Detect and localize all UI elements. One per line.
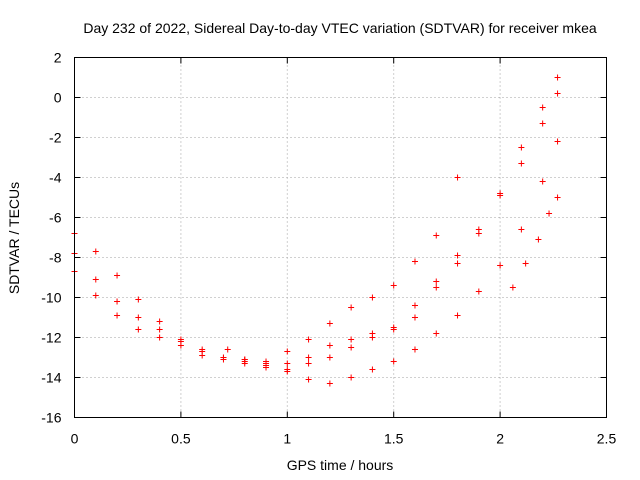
data-point [518, 226, 525, 233]
data-point [454, 312, 461, 319]
data-point [554, 194, 561, 201]
data-point [390, 324, 397, 331]
data-point [433, 330, 440, 337]
plot-frame [74, 57, 607, 418]
data-point [411, 302, 418, 309]
data-point [114, 312, 121, 319]
series-5 [509, 194, 561, 291]
data-point [390, 358, 397, 365]
data-point [554, 90, 561, 97]
data-point [497, 262, 504, 269]
data-point [518, 160, 525, 167]
data-point [305, 360, 312, 367]
data-point [497, 192, 504, 199]
data-point [305, 336, 312, 343]
data-point [305, 376, 312, 383]
data-point [390, 282, 397, 289]
data-point [348, 336, 355, 343]
data-point [522, 260, 529, 267]
data-point [284, 360, 291, 367]
data-point [156, 326, 163, 333]
data-point [220, 356, 227, 363]
data-point [411, 314, 418, 321]
data-point [199, 346, 206, 353]
x-tick-label: 2.5 [597, 431, 617, 447]
data-point [369, 294, 376, 301]
data-point [114, 272, 121, 279]
data-point [92, 248, 99, 255]
data-point [546, 210, 553, 217]
data-point [135, 296, 142, 303]
data-point [411, 346, 418, 353]
y-tick-label: -6 [49, 210, 62, 226]
data-point [156, 318, 163, 325]
x-tick-label: 0.5 [171, 431, 191, 447]
data-point [539, 178, 546, 185]
series-2 [71, 74, 561, 373]
data-point [539, 120, 546, 127]
data-point [92, 292, 99, 299]
y-tick-label: -8 [49, 250, 62, 266]
data-point [411, 258, 418, 265]
x-tick-label: 1.5 [384, 431, 404, 447]
data-point [348, 374, 355, 381]
y-axis-label: SDTVAR / TECUs [6, 182, 22, 294]
y-tick-label: -2 [49, 130, 62, 146]
data-point [554, 74, 561, 81]
y-tick-label: 0 [54, 90, 62, 106]
data-point [326, 354, 333, 361]
x-tick-label: 1 [283, 431, 291, 447]
y-tick-label: 2 [54, 50, 62, 66]
data-point [348, 344, 355, 351]
data-point [284, 368, 291, 375]
y-tick-label: -4 [49, 170, 62, 186]
grid-lines [74, 57, 607, 418]
data-point [263, 362, 270, 369]
data-point [241, 356, 248, 363]
y-tick-label: -12 [41, 330, 61, 346]
data-point [156, 334, 163, 341]
data-point [509, 284, 516, 291]
data-point [224, 346, 231, 353]
data-point [433, 232, 440, 239]
series-3 [71, 90, 561, 367]
data-point [475, 230, 482, 237]
y-tick-label: -14 [41, 370, 61, 386]
data-point [539, 104, 546, 111]
y-tick-label: -16 [41, 410, 61, 426]
data-point [326, 342, 333, 349]
data-point [475, 288, 482, 295]
data-point [284, 348, 291, 355]
data-point [92, 276, 99, 283]
y-tick-label: -10 [41, 290, 61, 306]
x-tick-label: 0 [71, 431, 79, 447]
x-tick-label: 2 [496, 431, 504, 447]
data-point [135, 326, 142, 333]
data-point [348, 304, 355, 311]
data-point [369, 366, 376, 373]
data-point [177, 342, 184, 349]
x-axis-label: GPS time / hours [287, 457, 394, 473]
data-point [454, 174, 461, 181]
data-point [433, 284, 440, 291]
data-point [535, 236, 542, 243]
data-point [369, 334, 376, 341]
chart-title: Day 232 of 2022, Sidereal Day-to-day VTE… [83, 20, 596, 36]
data-points [71, 74, 561, 387]
data-point [135, 314, 142, 321]
series-1 [71, 174, 461, 365]
data-point [114, 298, 121, 305]
data-point [326, 380, 333, 387]
data-point [554, 138, 561, 145]
data-point [433, 278, 440, 285]
data-point [518, 144, 525, 151]
data-point [199, 352, 206, 359]
series-4 [224, 138, 561, 387]
data-point [326, 320, 333, 327]
axis-ticks: 0 0.5 1 1.5 2 2.5 2 0 -2 -4 -6 -8 -10 -12 -14 -16 [41, 50, 616, 447]
data-point [454, 260, 461, 267]
data-point [454, 252, 461, 259]
data-point [305, 354, 312, 361]
